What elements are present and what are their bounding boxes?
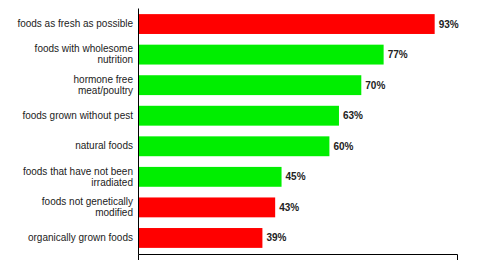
y-tick: foods grown without pest — [22, 110, 133, 121]
data-label: 63% — [343, 110, 363, 121]
data-label: 93% — [439, 19, 459, 30]
y-tick: foods with wholesomenutrition — [35, 43, 134, 65]
y-tick: natural foods — [75, 140, 133, 151]
y-tick: hormone freemeat/poultry — [74, 74, 134, 96]
y-tick-label: foods that have not beenirradiated — [23, 166, 133, 188]
y-tick: foods as fresh as possible — [17, 18, 133, 29]
bar — [138, 106, 339, 126]
y-tick-label: foods grown without pest — [22, 110, 133, 121]
data-label: 45% — [286, 171, 306, 182]
bar — [138, 14, 435, 34]
bar — [138, 167, 282, 187]
data-label: 77% — [388, 49, 408, 60]
data-label: 70% — [365, 80, 385, 91]
y-tick: foods that have not beenirradiated — [23, 166, 133, 188]
bar — [138, 197, 275, 217]
y-tick: foods not geneticallymodified — [42, 196, 133, 218]
data-label: 60% — [333, 141, 353, 152]
y-tick-label: natural foods — [75, 140, 133, 151]
data-label: 39% — [266, 232, 286, 243]
y-tick-label: organically grown foods — [28, 232, 133, 243]
bar — [138, 45, 384, 65]
y-axis: organically grown foods foods not genetic… — [17, 9, 138, 255]
data-labels: 39% 43% 45% 60% 63% 70% 77% 93% — [266, 19, 458, 244]
plot: 39% 43% 45% 60% 63% 70% 77% 93% organically grow… — [17, 9, 458, 261]
bars — [138, 14, 435, 248]
y-axis-line — [138, 9, 139, 255]
y-tick-label: foods as fresh as possible — [17, 18, 133, 29]
y-tick: organically grown foods — [28, 232, 133, 243]
bar — [138, 136, 329, 156]
bar — [138, 228, 262, 248]
data-label: 43% — [279, 202, 299, 213]
y-tick-label: hormone freemeat/poultry — [74, 74, 134, 96]
x-axis-line — [139, 255, 458, 261]
x-axis — [139, 255, 458, 261]
y-tick-label: foods not geneticallymodified — [42, 196, 133, 218]
bar — [138, 75, 361, 95]
chart: 39% 43% 45% 60% 63% 70% 77% 93% organically grow… — [0, 0, 491, 268]
y-tick-label: foods with wholesomenutrition — [35, 43, 134, 65]
